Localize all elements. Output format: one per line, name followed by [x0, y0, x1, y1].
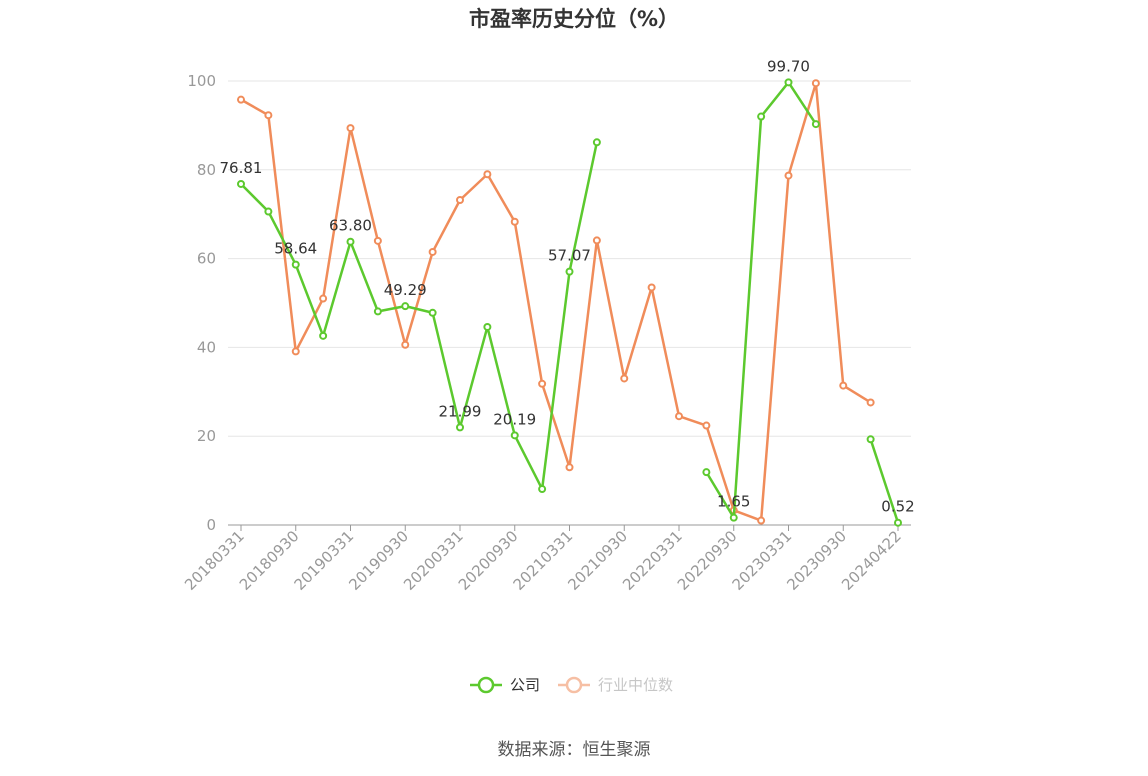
- legend-item-company[interactable]: 公司: [470, 676, 540, 694]
- data-label: 0.52: [881, 498, 914, 516]
- series-company: [237, 78, 902, 527]
- data-point: [538, 379, 547, 388]
- y-tick-label: 80: [197, 161, 216, 179]
- data-point: [319, 294, 328, 303]
- data-point: [373, 307, 382, 316]
- data-point: [538, 485, 547, 494]
- data-point: [401, 340, 410, 349]
- data-point: [811, 120, 820, 129]
- series-line: [240, 142, 599, 491]
- y-tick-label: 40: [197, 338, 216, 356]
- data-point: [510, 217, 519, 226]
- x-tick-label: 20240422: [838, 527, 905, 594]
- y-tick-label: 20: [197, 427, 216, 445]
- data-point: [866, 398, 875, 407]
- data-point: [264, 111, 273, 120]
- data-point: [647, 283, 656, 292]
- legend-label: 行业中位数: [598, 676, 673, 694]
- y-tick-label: 100: [187, 72, 216, 90]
- data-point: [565, 463, 574, 472]
- series-line: [869, 438, 900, 524]
- data-point: [866, 435, 875, 444]
- data-point: [319, 331, 328, 340]
- series-lines: [237, 78, 902, 527]
- data-point: [428, 247, 437, 256]
- data-point: [483, 322, 492, 331]
- data-point: [757, 112, 766, 121]
- data-point: [811, 79, 820, 88]
- data-label: 49.29: [384, 281, 427, 299]
- data-label: 76.81: [220, 159, 263, 177]
- data-point: [784, 171, 793, 180]
- legend-marker: [565, 676, 583, 694]
- legend-label: 公司: [510, 676, 540, 694]
- legend[interactable]: 公司 行业中位数: [470, 676, 673, 694]
- data-point: [565, 267, 574, 276]
- data-point: [620, 374, 629, 383]
- data-point: [346, 124, 355, 133]
- data-label: 58.64: [274, 240, 317, 258]
- data-point: [237, 95, 245, 104]
- data-point: [757, 516, 766, 525]
- chart-title: 市盈率历史分位（%）: [469, 7, 679, 31]
- series-line: [705, 81, 817, 519]
- data-label: 21.99: [439, 402, 482, 420]
- data-label: 1.65: [717, 493, 750, 511]
- legend-marker: [477, 676, 495, 694]
- series-industry-median: [237, 79, 875, 525]
- data-labels: 76.81 58.64 63.80 49.29 21.99 20.19 57.07 1.65 9…: [220, 57, 915, 515]
- data-point: [373, 236, 382, 245]
- data-point: [510, 431, 519, 440]
- data-point: [784, 78, 793, 87]
- data-point: [456, 423, 464, 432]
- data-point: [401, 302, 410, 311]
- data-point: [346, 237, 355, 246]
- data-point: [702, 468, 711, 477]
- y-tick-label: 60: [197, 250, 216, 268]
- data-point: [291, 347, 300, 356]
- data-point: [894, 518, 902, 527]
- data-label: 99.70: [767, 57, 810, 75]
- data-point: [592, 236, 601, 245]
- data-point: [675, 412, 683, 421]
- data-point: [592, 138, 601, 147]
- data-point: [264, 207, 273, 216]
- data-point: [702, 421, 711, 430]
- source-note: 数据来源：恒生聚源: [498, 740, 651, 760]
- x-axis: 2018033120180930201903312019093020200331…: [181, 524, 911, 594]
- data-label: 20.19: [493, 410, 536, 428]
- data-point: [291, 260, 300, 269]
- data-point: [237, 179, 245, 188]
- data-point: [483, 170, 492, 179]
- data-label: 63.80: [329, 217, 372, 235]
- data-label: 57.07: [548, 247, 591, 265]
- y-axis: 0 20 40 60 80 100: [187, 72, 216, 534]
- y-tick-label: 0: [206, 516, 216, 534]
- data-point: [456, 195, 464, 204]
- series-line: [240, 81, 872, 522]
- data-point: [729, 513, 738, 522]
- legend-item-industry-median[interactable]: 行业中位数: [558, 676, 673, 694]
- data-point: [428, 308, 437, 317]
- data-point: [839, 381, 848, 390]
